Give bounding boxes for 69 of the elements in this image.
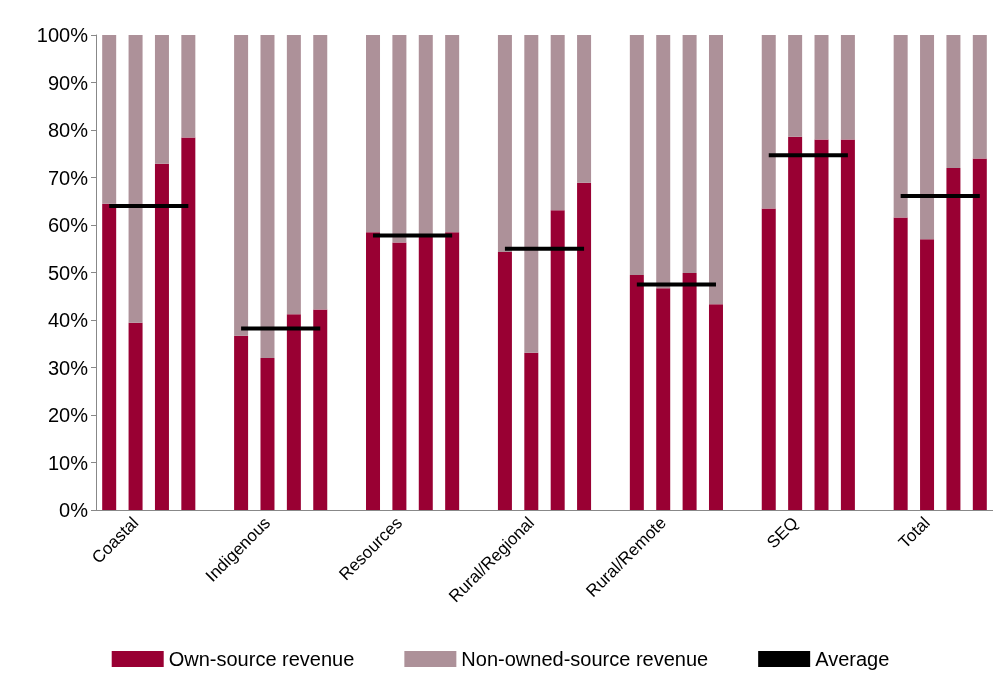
bar (366, 35, 381, 233)
bar (893, 217, 908, 510)
bar (577, 182, 592, 510)
bar (682, 272, 697, 510)
bar (788, 136, 803, 510)
bar (761, 208, 776, 510)
bar (656, 288, 671, 510)
bar (128, 322, 143, 510)
y-tick-label: 80% (47, 119, 89, 141)
bar (445, 232, 460, 510)
y-tick-label: 30% (47, 356, 89, 379)
y-tick-label: 50% (47, 261, 89, 284)
bar (550, 35, 565, 211)
bar (497, 35, 512, 253)
legend-label: Non-owned-source revenue (461, 648, 709, 670)
bar (234, 35, 249, 336)
bar (154, 163, 169, 510)
bar (920, 35, 935, 240)
y-tick-label: 100% (36, 24, 89, 46)
bar (418, 236, 433, 510)
legend-label: Average (815, 648, 890, 670)
bar (814, 139, 829, 510)
bar (550, 210, 565, 510)
y-tick-label: 0% (59, 499, 89, 521)
bar (946, 35, 961, 168)
bar (286, 35, 301, 315)
y-tick-label: 20% (47, 404, 89, 426)
bar (893, 35, 908, 218)
y-tick-label: 90% (47, 71, 89, 94)
bar (972, 35, 987, 159)
bar (972, 158, 987, 510)
bar (629, 35, 644, 275)
bar (761, 35, 776, 209)
bar (577, 35, 592, 183)
bar (128, 35, 143, 323)
bar (313, 35, 328, 310)
bar (920, 239, 935, 510)
bar (181, 35, 196, 138)
bar (840, 139, 855, 510)
bar (392, 242, 407, 510)
bar (260, 358, 275, 510)
bar (524, 352, 539, 510)
bar (788, 35, 803, 137)
bar (708, 304, 723, 510)
bar (102, 35, 117, 204)
bar (154, 35, 169, 164)
bar (656, 35, 671, 289)
bar (366, 232, 381, 510)
bar (682, 35, 697, 273)
y-tick-label: 40% (47, 309, 89, 331)
bar (708, 35, 723, 305)
bar (260, 35, 275, 358)
bar (445, 35, 460, 233)
bar (497, 252, 512, 510)
bar (102, 203, 117, 510)
bar (234, 335, 249, 510)
bar (840, 35, 855, 140)
bar (181, 137, 196, 510)
bar (313, 309, 328, 510)
bar (392, 35, 407, 243)
bar (286, 314, 301, 510)
bar (524, 35, 539, 353)
legend-label: Own-source revenue (168, 648, 355, 670)
y-tick-label: 10% (47, 451, 89, 474)
y-tick-label: 60% (47, 214, 89, 236)
y-tick-label: 70% (47, 166, 89, 189)
bar (946, 168, 961, 510)
bar (814, 35, 829, 140)
bar (629, 274, 644, 510)
